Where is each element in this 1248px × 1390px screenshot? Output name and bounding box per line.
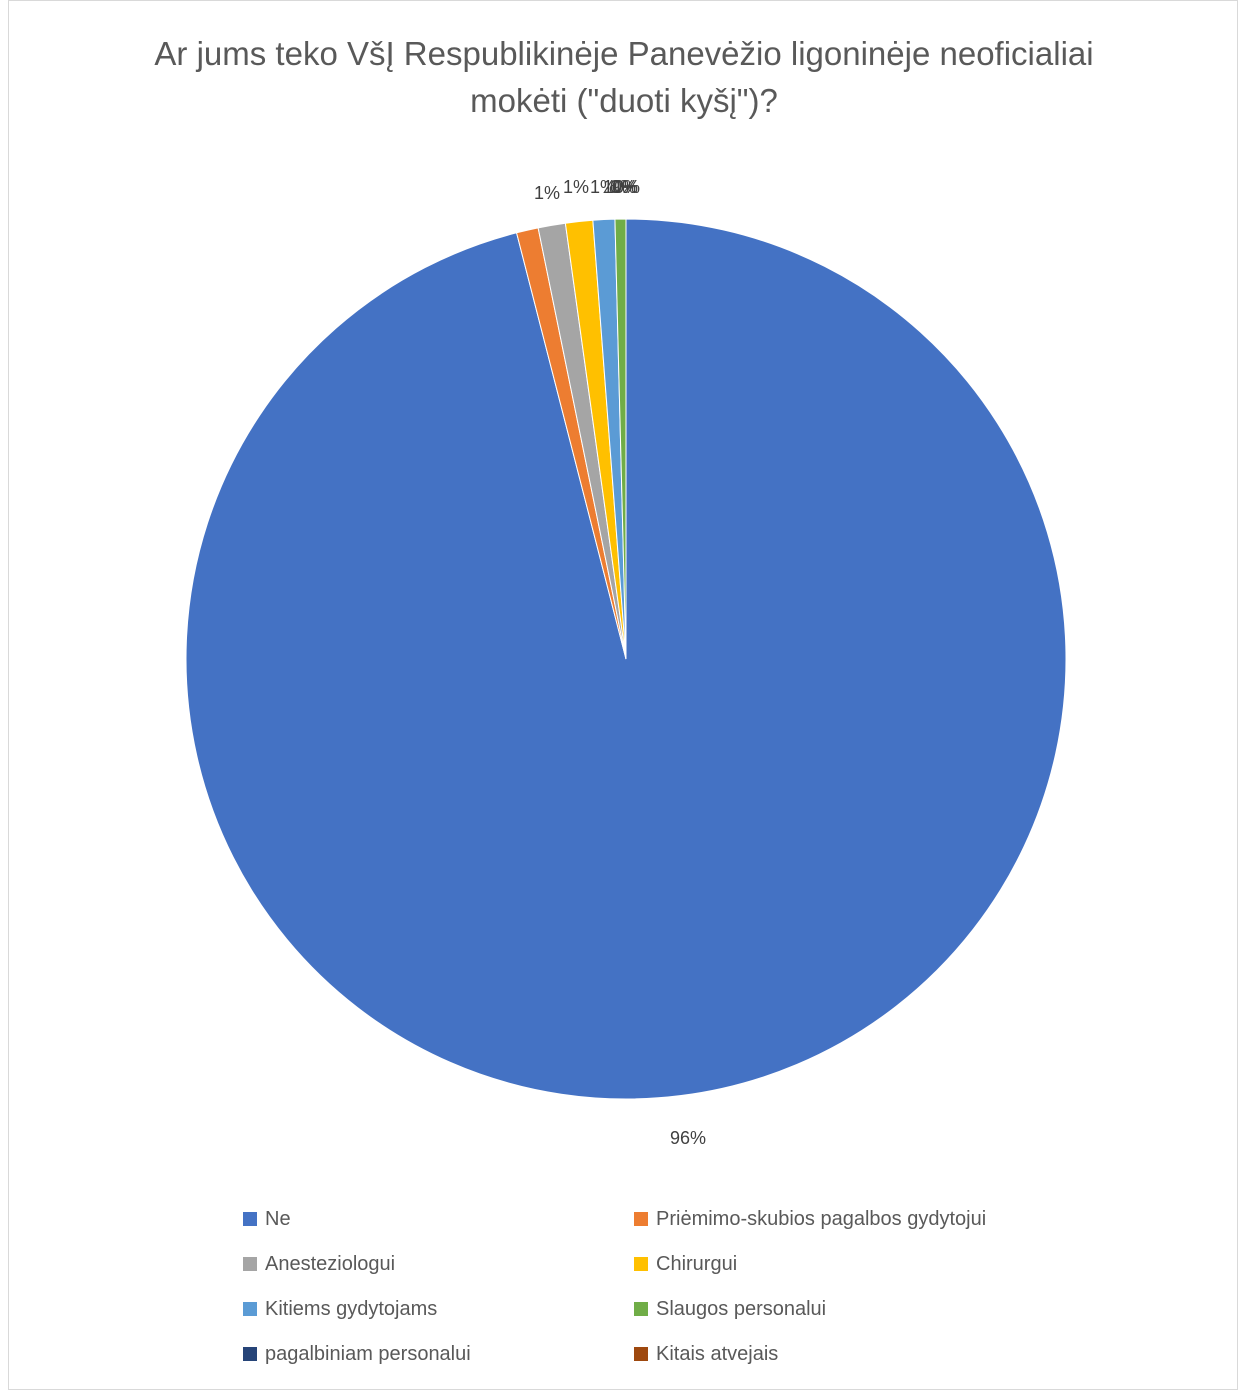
legend-label: Priėmimo-skubios pagalbos gydytojui	[656, 1207, 987, 1230]
legend-item-3: Anesteziologui	[243, 1249, 395, 1279]
data-label-4: 1%	[590, 177, 616, 197]
chart-title: Ar jums teko VšĮ Respublikinėje Panevėži…	[0, 30, 1248, 124]
legend-label: Kitais atvejais	[656, 1342, 779, 1365]
legend-swatch	[634, 1302, 648, 1316]
data-label-7: 0%	[612, 177, 638, 197]
legend-item-2: Priėmimo-skubios pagalbos gydytojui	[634, 1204, 986, 1234]
chart-title-line-1: Ar jums teko VšĮ Respublikinėje Panevėži…	[154, 35, 1094, 72]
data-label-3: 1%	[563, 177, 589, 197]
legend-swatch	[243, 1302, 257, 1316]
legend-label: Kitiems gydytojams	[265, 1297, 438, 1320]
legend-label: Slaugos personalui	[656, 1297, 827, 1320]
data-label-8: 0%	[614, 177, 640, 197]
data-label-5: 1%	[603, 177, 629, 197]
legend-swatch	[243, 1347, 257, 1361]
chart-title-line-2: mokėti ("duoti kyšį")?	[470, 82, 778, 119]
pie-slice-6	[614, 218, 627, 660]
legend-item-4: Chirurgui	[634, 1249, 737, 1279]
legend-swatch	[634, 1257, 648, 1271]
data-label-1: 96%	[670, 1128, 706, 1148]
legend-label: pagalbiniam personalui	[265, 1342, 471, 1365]
legend-item-1: Ne	[243, 1204, 291, 1234]
legend-label: Anesteziologui	[265, 1252, 396, 1275]
legend-swatch	[243, 1212, 257, 1226]
legend-swatch	[243, 1257, 257, 1271]
legend-item-8: Kitais atvejais	[634, 1339, 778, 1369]
legend-item-7: pagalbiniam personalui	[243, 1339, 471, 1369]
legend-label: Chirurgui	[656, 1252, 738, 1275]
data-label-6: 0%	[610, 177, 636, 197]
legend-item-5: Kitiems gydytojams	[243, 1294, 437, 1324]
legend-swatch	[634, 1212, 648, 1226]
legend-item-6: Slaugos personalui	[634, 1294, 826, 1324]
legend-label: Ne	[265, 1207, 291, 1230]
legend-swatch	[634, 1347, 648, 1361]
data-label-2: 1%	[534, 183, 560, 203]
